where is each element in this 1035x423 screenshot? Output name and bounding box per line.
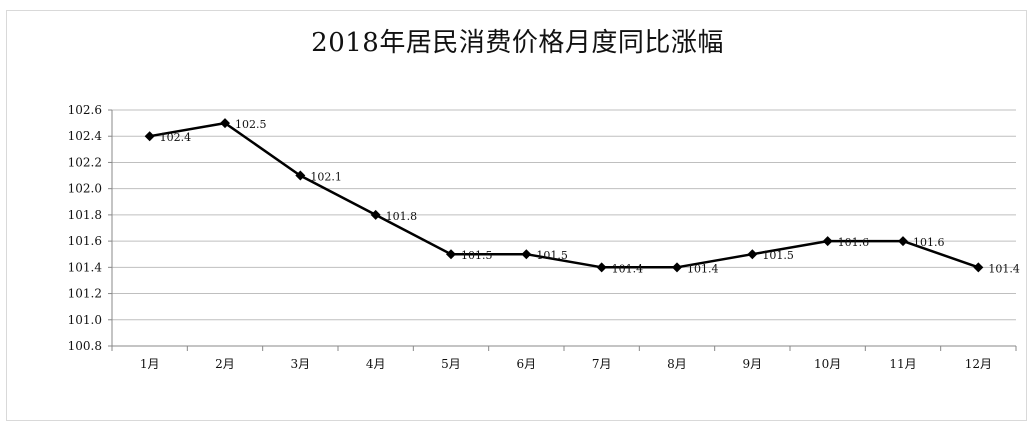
- data-labels: 102.4 102.5 102.1 101.8 101.5 101.5 101.4 101.4…: [160, 118, 1020, 275]
- x-tick-label: 4月: [366, 357, 386, 371]
- chart-title: 2018年居民消费价格月度同比涨幅: [311, 28, 724, 58]
- x-tick-label: 7月: [592, 357, 612, 371]
- data-label: 101.6: [913, 236, 945, 249]
- y-tick-label: 101.6: [68, 234, 102, 248]
- series-line-path: [149, 121, 979, 269]
- x-tick-label: 1月: [140, 357, 160, 371]
- data-label: 101.4: [687, 262, 719, 275]
- data-point-marker: [747, 249, 758, 260]
- y-tick-label: 102.4: [68, 129, 103, 143]
- data-label: 102.4: [160, 131, 192, 144]
- data-label: 102.5: [235, 118, 267, 131]
- data-point-marker: [521, 249, 532, 260]
- y-tick-label: 101.4: [68, 260, 103, 274]
- y-tick-label: 101.2: [68, 287, 102, 301]
- data-point-marker: [898, 236, 908, 247]
- data-point-marker: [370, 209, 381, 220]
- data-label: 101.5: [536, 249, 568, 262]
- x-tick-label: 2月: [215, 357, 235, 371]
- axes: [108, 109, 1017, 351]
- data-label: 101.5: [762, 249, 794, 262]
- x-tick-label: 6月: [517, 357, 537, 371]
- data-point-marker: [220, 118, 230, 129]
- x-tick-label: 3月: [291, 357, 311, 371]
- data-point-marker: [672, 262, 682, 273]
- y-tick-label: 102.0: [68, 182, 102, 196]
- x-tick-label: 5月: [441, 357, 461, 371]
- x-tick-label: 8月: [667, 357, 687, 371]
- data-point-marker: [822, 236, 833, 247]
- x-tick-label: 9月: [743, 357, 763, 371]
- data-point-marker: [144, 131, 155, 142]
- x-tick-label: 11月: [889, 357, 916, 371]
- y-tick-labels: 102.6 102.4 102.2 102.0 101.8 101.6 101.4 101.2…: [68, 103, 103, 353]
- y-tick-label: 100.8: [68, 339, 102, 353]
- gridlines: [112, 109, 1016, 321]
- data-label: 101.5: [461, 249, 493, 262]
- x-tick-labels: 1月 2月 3月 4月 5月 6月 7月 8月 9月 10月 11月 12月: [140, 357, 992, 371]
- y-tick-label: 102.2: [68, 155, 102, 169]
- data-point-marker: [973, 262, 984, 273]
- y-tick-label: 101.0: [68, 313, 102, 327]
- x-tick-label: 10月: [814, 357, 841, 371]
- series-line: [149, 121, 979, 269]
- data-point-marker: [596, 262, 607, 273]
- data-label: 101.6: [838, 236, 870, 249]
- y-tick-label: 102.6: [68, 103, 102, 117]
- data-point-marker: [295, 170, 306, 181]
- y-tick-label: 101.8: [68, 208, 102, 222]
- data-label: 101.8: [386, 210, 418, 223]
- chart-frame: [6, 10, 1027, 421]
- data-label: 101.4: [988, 262, 1020, 275]
- x-tick-label: 12月: [965, 357, 992, 371]
- data-label: 102.1: [310, 171, 342, 184]
- data-point-marker: [446, 249, 456, 260]
- series-markers: [144, 118, 984, 273]
- data-label: 101.4: [612, 262, 644, 275]
